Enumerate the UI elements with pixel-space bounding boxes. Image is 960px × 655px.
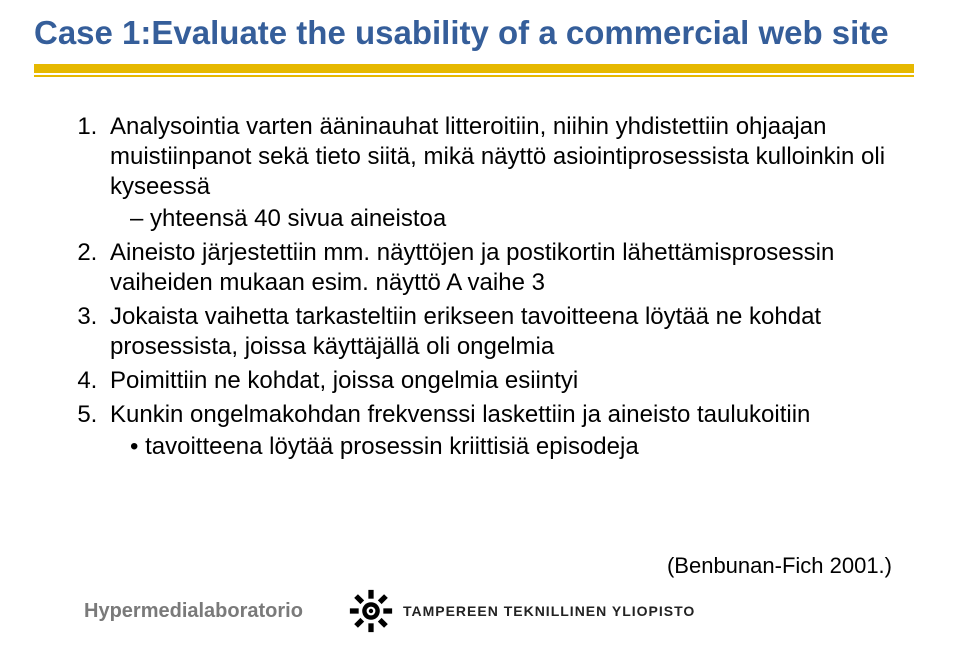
item-text: Jokaista vaihetta tarkasteltiin erikseen… <box>110 303 821 360</box>
bar-thick <box>34 64 914 73</box>
gear-icon <box>349 589 393 633</box>
lab-name: Hypermedialaboratorio <box>84 600 303 623</box>
list-item: Analysointia varten ääninauhat litteroit… <box>104 112 894 234</box>
body-content: Analysointia varten ääninauhat litteroit… <box>74 112 894 466</box>
sub-item: yhteensä 40 sivua aineistoa <box>130 204 894 234</box>
slide-title: Case 1:Evaluate the usability of a comme… <box>34 14 889 52</box>
list-item: Jokaista vaihetta tarkasteltiin erikseen… <box>104 302 894 362</box>
university-name: TAMPEREEN TEKNILLINEN YLIOPISTO <box>403 603 695 619</box>
item-text: Poimittiin ne kohdat, joissa ongelmia es… <box>110 367 578 394</box>
list-item: Poimittiin ne kohdat, joissa ongelmia es… <box>104 366 894 396</box>
university-logo: TAMPEREEN TEKNILLINEN YLIOPISTO <box>349 589 695 633</box>
footer: Hypermedialaboratorio <box>84 589 884 633</box>
citation: (Benbunan-Fich 2001.) <box>667 553 892 579</box>
sub-item: tavoitteena löytää prosessin kriittisiä … <box>130 432 894 462</box>
item-text: Analysointia varten ääninauhat litteroit… <box>110 113 885 200</box>
title-underline <box>34 64 914 78</box>
list-item: Aineisto järjestettiin mm. näyttöjen ja … <box>104 238 894 298</box>
list-item: Kunkin ongelmakohdan frekvenssi lasketti… <box>104 400 894 462</box>
item-text: Kunkin ongelmakohdan frekvenssi lasketti… <box>110 401 810 428</box>
item-text: Aineisto järjestettiin mm. näyttöjen ja … <box>110 239 834 296</box>
slide: Case 1:Evaluate the usability of a comme… <box>0 0 960 655</box>
bar-thin <box>34 75 914 77</box>
